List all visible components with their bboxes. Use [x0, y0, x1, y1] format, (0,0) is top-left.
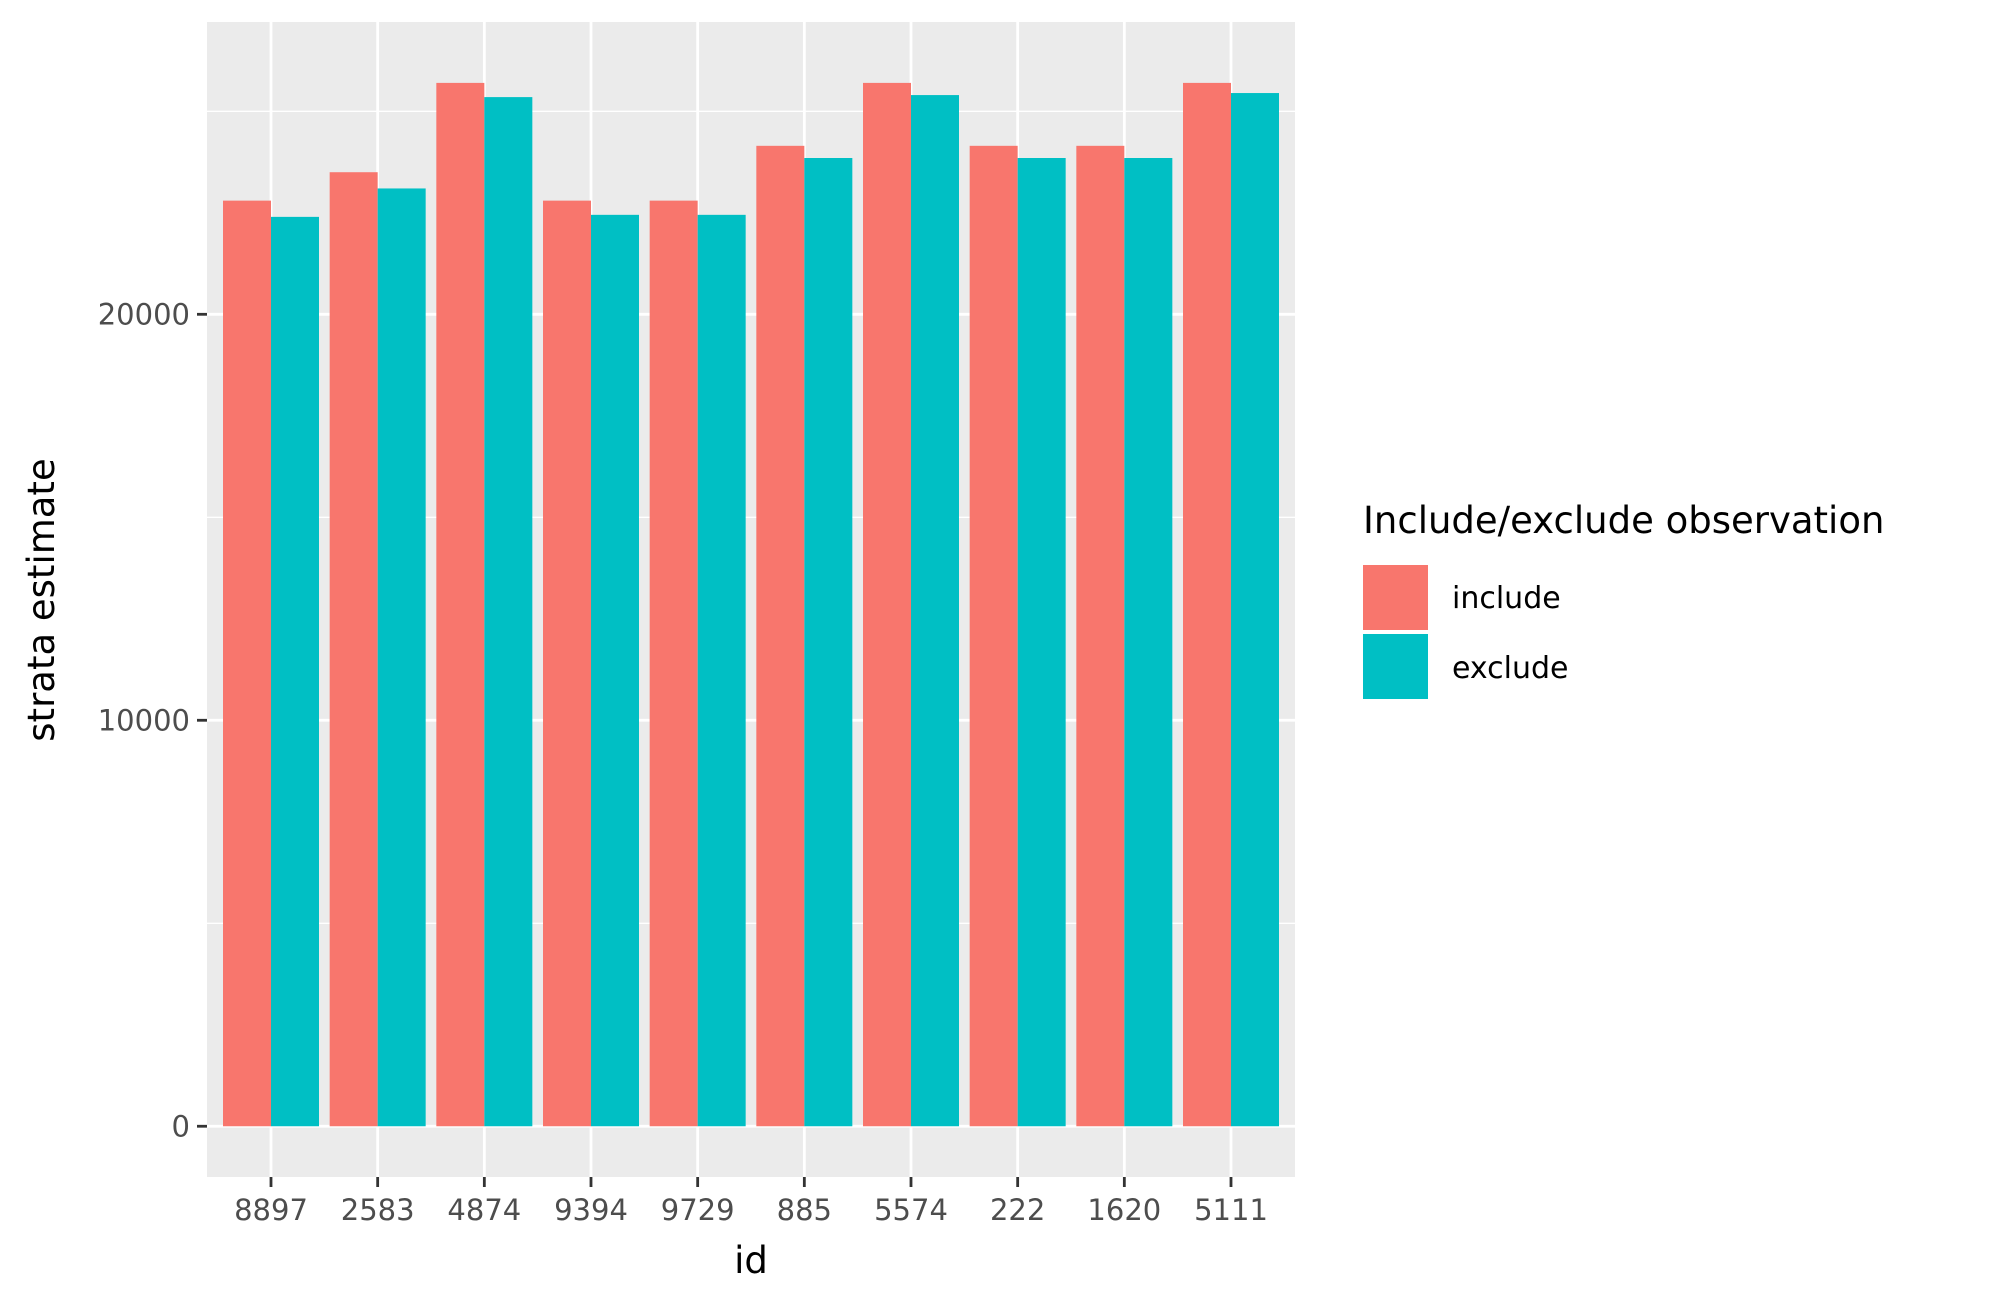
x-tick-label: 9394: [554, 1193, 628, 1227]
bar-include-5111: [1183, 82, 1231, 1127]
bar-include-222: [969, 145, 1018, 1127]
x-tick-label: 5111: [1194, 1193, 1268, 1227]
legend-key-include: [1363, 565, 1428, 630]
x-tick-label: 222: [990, 1193, 1045, 1227]
x-tick-label: 4874: [447, 1193, 521, 1227]
legend-label-include: include: [1452, 581, 1561, 616]
x-axis-title: id: [734, 1239, 768, 1282]
bar-exclude-885: [804, 158, 853, 1127]
bar-include-8897: [223, 200, 271, 1127]
legend-title: Include/exclude observation: [1363, 499, 1884, 542]
x-tick-label: 9729: [661, 1193, 735, 1227]
bar-exclude-9394: [591, 214, 639, 1127]
legend: Include/exclude observation include excl…: [1363, 499, 1884, 699]
bar-include-9729: [649, 200, 698, 1127]
bar-exclude-5574: [911, 95, 959, 1127]
x-axis: 8897 2583 4874 9394 9729 885 5574 222 1620 5111: [234, 1177, 1268, 1227]
x-tick-label: 5574: [874, 1193, 948, 1227]
y-axis-title: strata estimate: [20, 458, 63, 741]
x-tick-label: 8897: [234, 1193, 308, 1227]
legend-key-exclude: [1363, 634, 1428, 699]
bar-exclude-5111: [1231, 93, 1279, 1127]
x-tick-label: 1620: [1087, 1193, 1161, 1227]
bar-include-5574: [863, 82, 911, 1127]
y-tick-label: 0: [172, 1109, 190, 1143]
bar-exclude-1620: [1124, 158, 1173, 1127]
bar-exclude-8897: [271, 216, 319, 1127]
bar-include-1620: [1076, 145, 1125, 1127]
y-tick-label: 20000: [98, 297, 190, 331]
legend-label-exclude: exclude: [1452, 651, 1569, 686]
y-axis: 0 10000 20000: [98, 297, 207, 1143]
bar-exclude-9729: [697, 214, 746, 1127]
bar-exclude-4874: [484, 97, 533, 1127]
bar-include-885: [756, 145, 805, 1127]
bar-exclude-222: [1017, 158, 1066, 1127]
bar-include-2583: [329, 172, 378, 1127]
bar-include-4874: [436, 82, 485, 1127]
x-tick-label: 885: [777, 1193, 832, 1227]
bar-include-9394: [543, 200, 591, 1127]
x-tick-label: 2583: [341, 1193, 415, 1227]
bar-exclude-2583: [377, 188, 426, 1127]
y-tick-label: 10000: [98, 703, 190, 737]
bars: [223, 82, 1279, 1127]
